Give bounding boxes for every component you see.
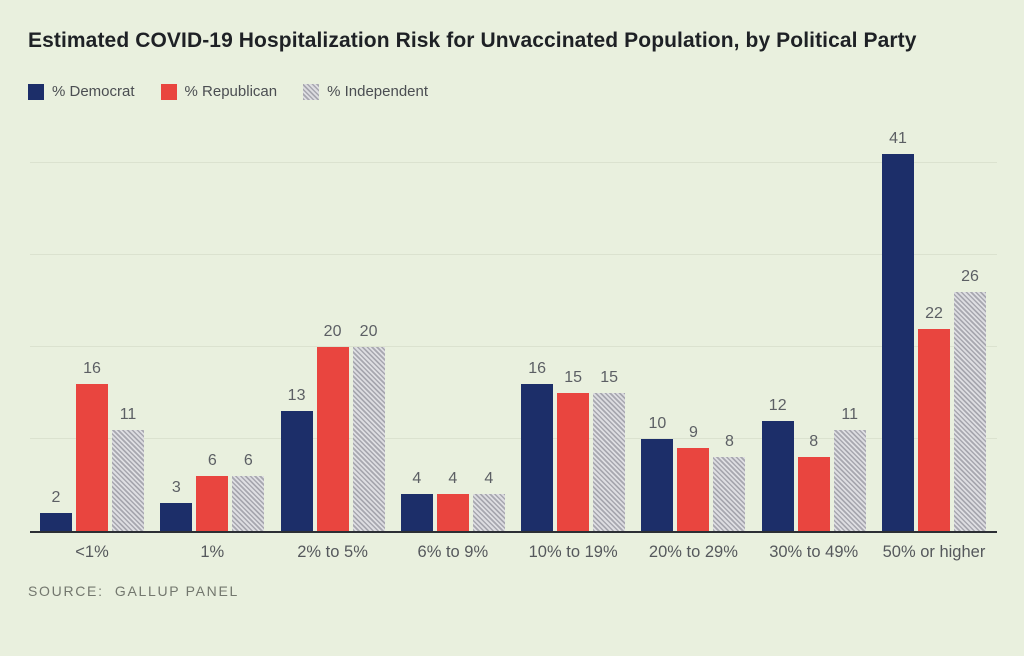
bar-republican-20-to-29: 9 [677, 424, 710, 531]
legend-label: % Republican [184, 83, 278, 100]
bar-group-10-to-19: 16 15 15 10% to 19% [521, 119, 626, 561]
bar-independent-1: 6 [232, 452, 265, 531]
legend-label: % Democrat [52, 83, 135, 100]
bar-group-1: 2 16 11 <1% [40, 119, 144, 561]
bar-democrat-30-to-49: 12 [761, 397, 794, 531]
plot-area: 2 16 11 <1% 3 6 6 1% 13 20 20 2% to 5% 4 4 4 6% to 9% 16… [30, 119, 997, 561]
bar-value-label: 41 [889, 129, 907, 147]
gridline-30 [30, 254, 997, 255]
x-axis-label-1: 1% [200, 543, 225, 561]
bar-value-label: 22 [925, 304, 943, 322]
gridline-40 [30, 162, 997, 163]
x-axis-label-10-to-19: 10% to 19% [528, 543, 618, 561]
x-axis-label-30-to-49: 30% to 49% [769, 543, 859, 561]
gridline-10 [30, 438, 997, 439]
bar-value-label: 16 [83, 359, 101, 377]
source-note: SOURCE: GALLUP PANEL [28, 583, 240, 599]
bar-group-50-or-higher: 41 22 26 50% or higher [881, 119, 986, 561]
bar-group-6-to-9: 4 4 4 6% to 9% [400, 119, 505, 561]
bar-democrat-10-to-19: 16 [521, 360, 554, 531]
legend-item-democrat: % Democrat [28, 83, 135, 100]
legend-swatch-democrat [28, 83, 44, 100]
chart-title: Estimated COVID-19 Hospitalization Risk … [28, 29, 917, 52]
bar-value-label: 11 [841, 405, 858, 423]
bar-value-label: 9 [688, 424, 698, 442]
bar-value-label: 12 [768, 396, 787, 414]
x-axis-label-1: <1% [75, 543, 109, 561]
bar-value-label: 2 [51, 488, 61, 506]
legend-swatch-independent [303, 83, 320, 100]
legend-swatch-republican [160, 83, 177, 100]
legend-item-republican: % Republican [160, 83, 278, 100]
chart-legend: % Democrat % Republican % Independent [28, 83, 428, 100]
bar-value-label: 20 [359, 323, 378, 340]
bar-independent-10-to-19: 15 [593, 369, 626, 531]
bar-value-label: 8 [809, 433, 819, 451]
bar-group-2-to-5: 13 20 20 2% to 5% [280, 119, 385, 561]
x-axis-label-50-or-higher: 50% or higher [882, 543, 986, 561]
bar-republican-1: 16 [76, 360, 108, 531]
bar-democrat-6-to-9: 4 [400, 470, 433, 531]
bar-group-30-to-49: 12 8 11 30% to 49% [761, 119, 866, 561]
bar-republican-1: 6 [196, 452, 229, 531]
bar-independent-1: 11 [112, 406, 144, 531]
bar-republican-6-to-9: 4 [436, 470, 469, 531]
bar-independent-6-to-9: 4 [472, 470, 505, 531]
bar-groups: 2 16 11 <1% 3 6 6 1% 13 20 20 2% to 5% 4 4 4 6% to 9% 16… [40, 119, 986, 561]
bar-value-label: 6 [207, 451, 217, 469]
bar-democrat-1: 3 [160, 479, 193, 531]
bar-democrat-50-or-higher: 41 [881, 130, 914, 531]
bar-value-label: 3 [171, 479, 181, 497]
legend-item-independent: % Independent [303, 83, 428, 100]
bar-group-1: 3 6 6 1% [160, 119, 265, 561]
bar-independent-2-to-5: 20 [352, 323, 385, 531]
bar-republican-2-to-5: 20 [316, 323, 349, 531]
bar-value-label: 4 [484, 470, 494, 488]
legend-label: % Independent [327, 83, 429, 100]
bar-value-label: 15 [600, 369, 619, 386]
bar-republican-10-to-19: 15 [557, 369, 590, 531]
bar-republican-50-or-higher: 22 [917, 305, 950, 531]
bar-value-label: 11 [119, 405, 137, 423]
bar-value-label: 4 [448, 470, 458, 488]
bar-value-label: 10 [648, 415, 667, 432]
gridline-20 [30, 346, 997, 347]
x-axis-label-20-to-29: 20% to 29% [648, 543, 738, 561]
bar-democrat-1: 2 [40, 489, 72, 531]
bar-republican-30-to-49: 8 [797, 433, 830, 531]
x-axis-label-6-to-9: 6% to 9% [417, 543, 489, 561]
bar-democrat-20-to-29: 10 [641, 415, 674, 531]
bar-value-label: 6 [243, 451, 253, 469]
bar-independent-30-to-49: 11 [833, 406, 866, 531]
bar-value-label: 13 [287, 387, 306, 405]
bar-value-label: 4 [412, 470, 422, 488]
bar-value-label: 20 [323, 323, 342, 340]
bar-value-label: 26 [961, 267, 979, 285]
bar-value-label: 16 [528, 359, 547, 377]
bar-value-label: 15 [564, 369, 583, 386]
bar-independent-50-or-higher: 26 [953, 268, 986, 531]
x-axis-label-2-to-5: 2% to 5% [297, 543, 368, 561]
bar-independent-20-to-29: 8 [713, 433, 746, 531]
bar-group-20-to-29: 10 9 8 20% to 29% [641, 119, 746, 561]
bar-value-label: 8 [724, 433, 734, 451]
bar-democrat-2-to-5: 13 [280, 387, 313, 531]
